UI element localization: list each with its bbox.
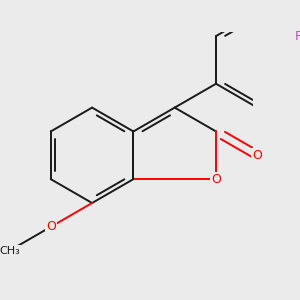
Text: CH₃: CH₃ (0, 246, 20, 256)
Text: O: O (252, 149, 262, 162)
Text: O: O (46, 220, 56, 233)
Text: F: F (295, 30, 300, 43)
Text: O: O (211, 172, 221, 186)
